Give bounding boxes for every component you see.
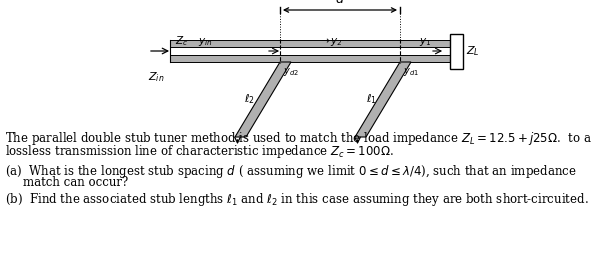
Text: $\ell_1$: $\ell_1$ [366, 93, 377, 106]
Bar [170, 55, 450, 62]
Text: $d$: $d$ [335, 0, 345, 6]
Text: (a)  What is the longest stub spacing $d$ ( assuming we limit $0 \leq d \leq \la: (a) What is the longest stub spacing $d$… [5, 163, 577, 180]
Text: The parallel double stub tuner method is used to match the load impedance $Z_L =: The parallel double stub tuner method is… [5, 130, 592, 147]
Text: (b)  Find the associated stub lengths $\ell_1$ and $\ell_2$ in this case assumin: (b) Find the associated stub lengths $\e… [5, 191, 588, 208]
Text: lossless transmission line of characteristic impedance $Z_c = 100\Omega$.: lossless transmission line of characteri… [5, 143, 393, 160]
Text: match can occur?: match can occur? [23, 176, 128, 189]
Bar [450, 34, 463, 68]
Polygon shape [235, 62, 291, 137]
Text: $Z_{in}$: $Z_{in}$ [148, 70, 164, 84]
Text: $y_{in}$: $y_{in}$ [198, 36, 213, 48]
Text: $Z_L$: $Z_L$ [466, 44, 480, 58]
Text: $y_{d1}$: $y_{d1}$ [403, 66, 419, 78]
Text: $\rightarrow y_2$: $\rightarrow y_2$ [318, 36, 342, 48]
Bar [170, 40, 450, 47]
Text: $\ell_2$: $\ell_2$ [244, 93, 255, 106]
Text: $y_1$: $y_1$ [419, 36, 431, 48]
Text: $y_{d2}$: $y_{d2}$ [283, 66, 299, 78]
Text: $Z_c$: $Z_c$ [175, 34, 188, 48]
Polygon shape [355, 62, 411, 137]
